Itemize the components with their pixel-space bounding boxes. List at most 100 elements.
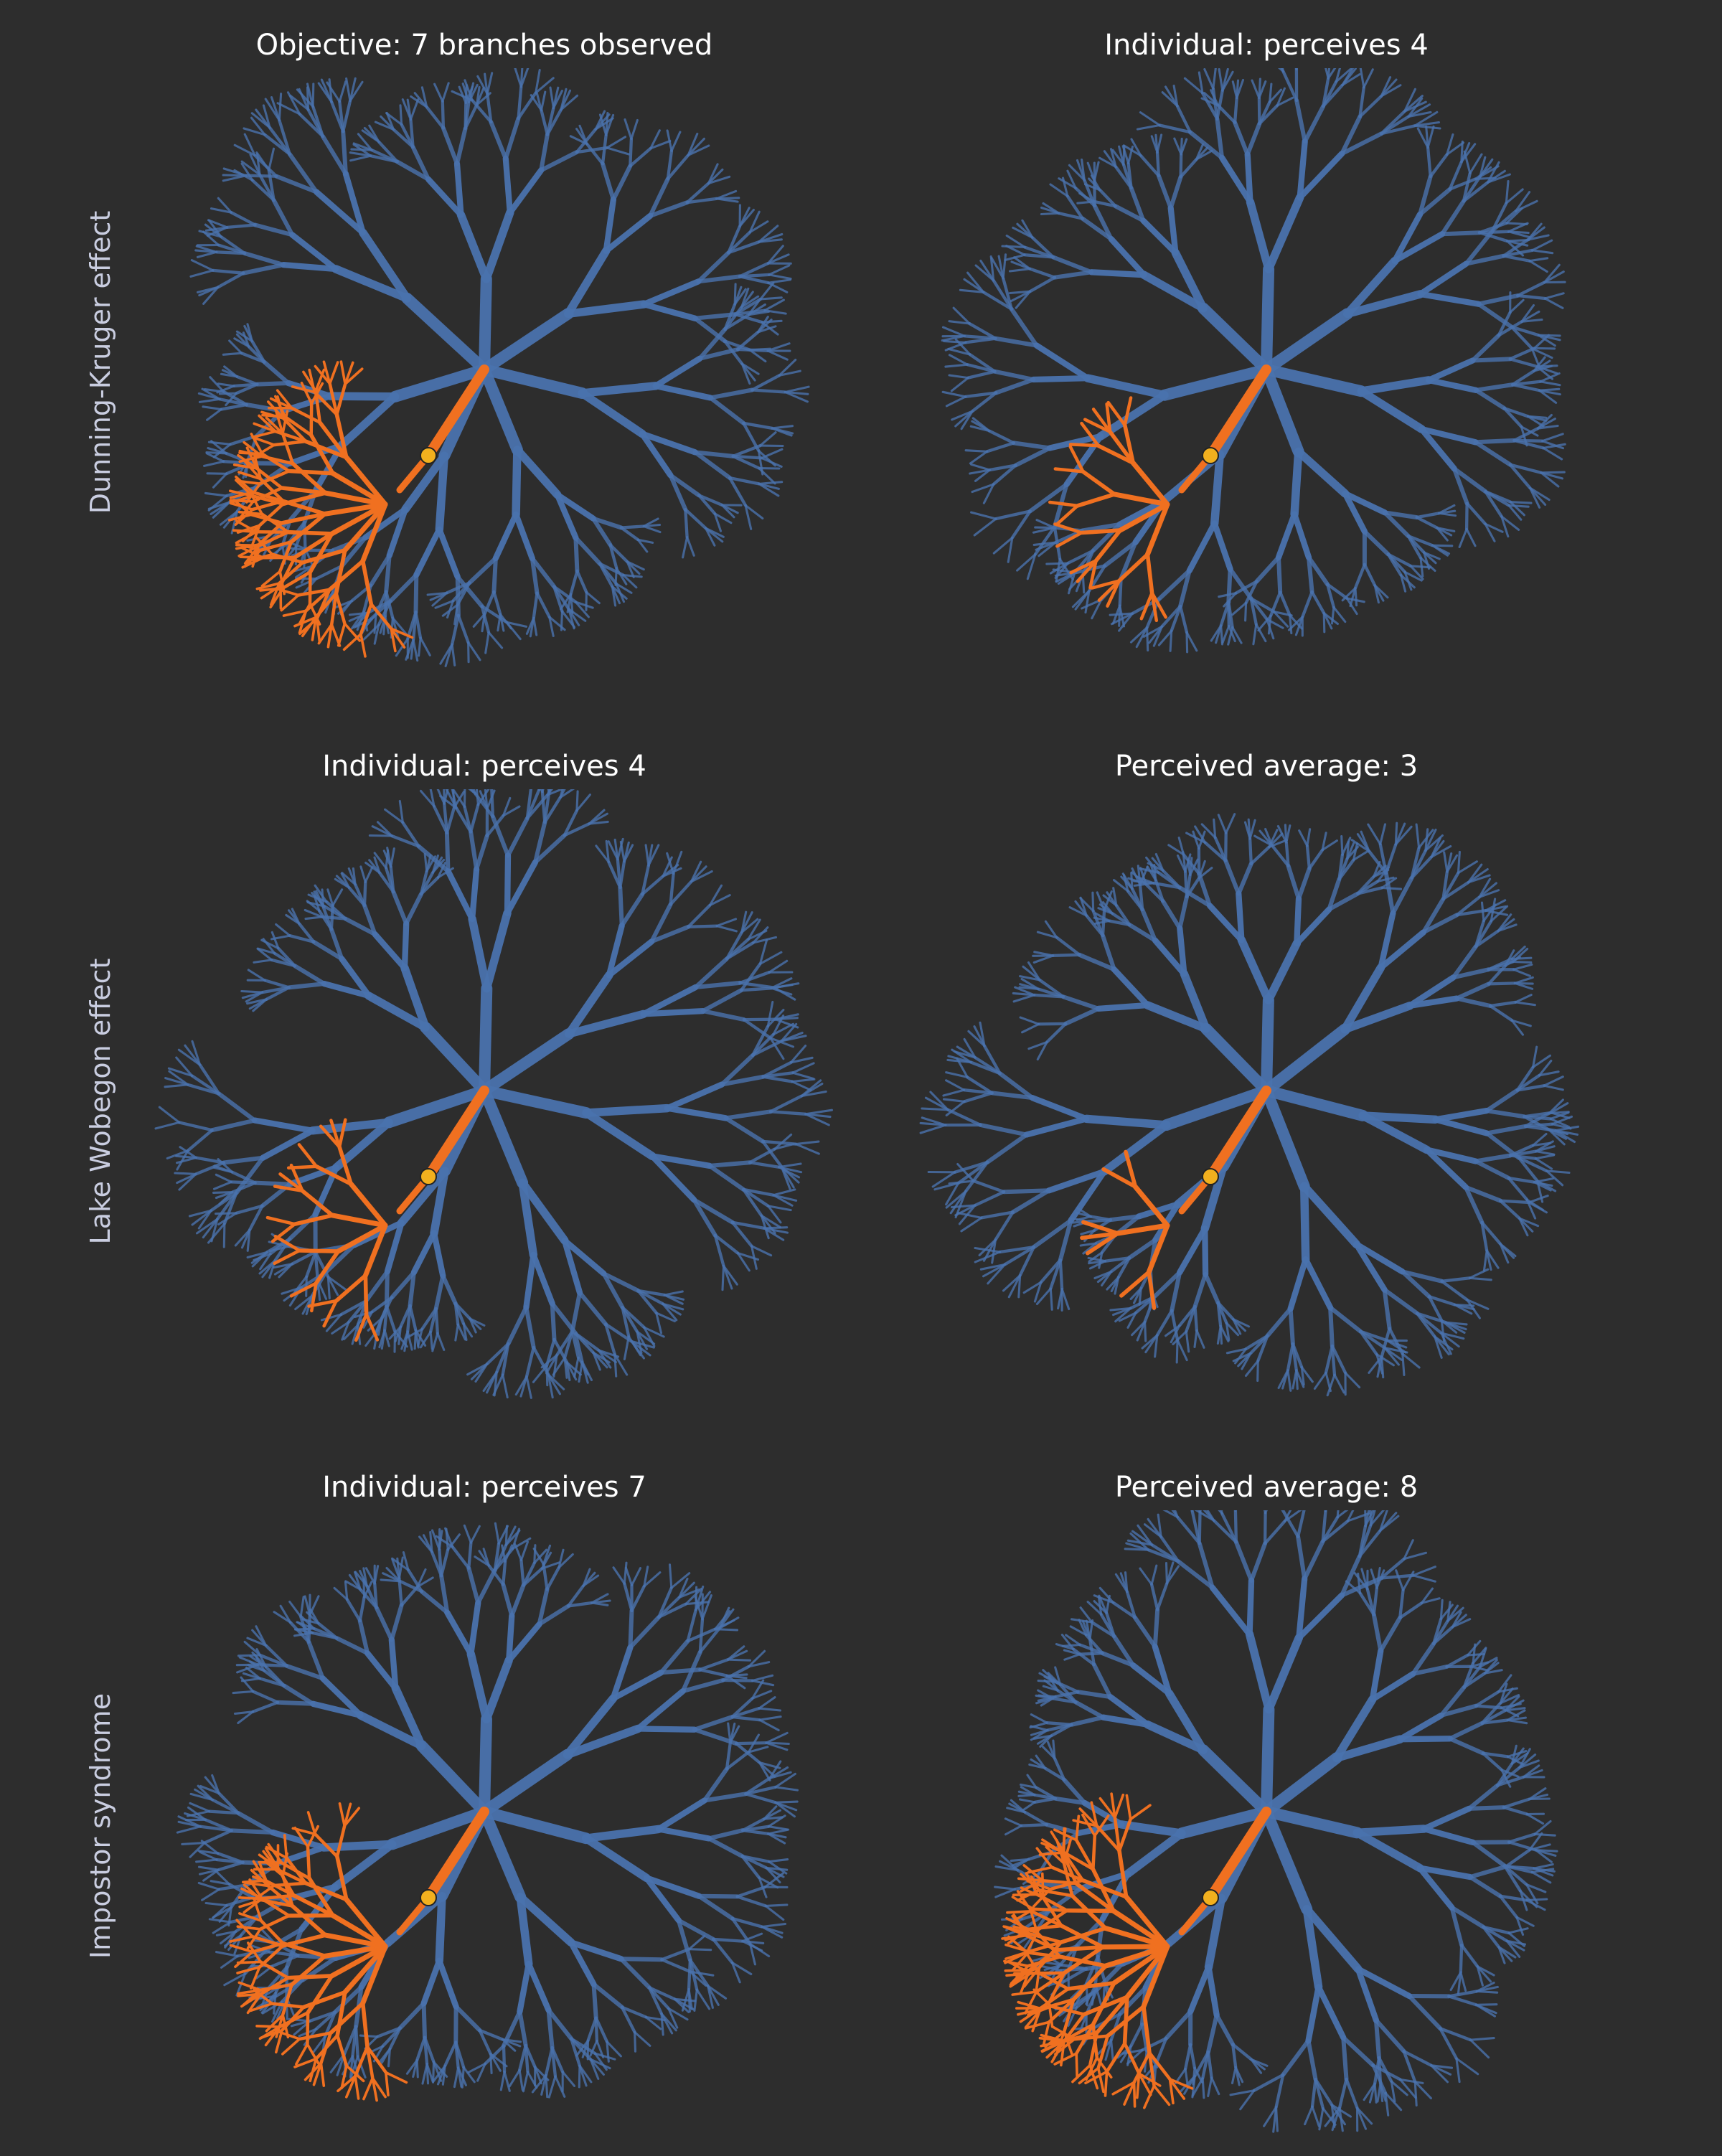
observer-marker <box>420 1169 436 1185</box>
tree-branch <box>1233 603 1246 614</box>
tree-branch <box>1005 1819 1021 1826</box>
tree-branch <box>1288 1370 1291 1390</box>
tree-branch <box>519 2071 522 2090</box>
tree-branch <box>575 537 600 563</box>
tree-branch <box>1476 390 1505 408</box>
tree-branch <box>1544 1086 1563 1090</box>
tree-branch <box>1246 1361 1258 1376</box>
row-label-impostor: Impostor syndrome <box>79 1611 122 2041</box>
tree-branch <box>1357 1829 1424 1832</box>
tree-branch <box>630 139 631 166</box>
tree-branch <box>487 73 492 94</box>
tree-branch <box>662 1949 689 1960</box>
panel-title: Individual: perceives 7 <box>126 1467 843 1507</box>
tree-branch <box>414 1233 434 1273</box>
tree-branch <box>1186 1332 1188 1352</box>
tree-branch <box>366 1568 375 1583</box>
tree-branch <box>1343 2038 1346 2079</box>
tree-branch <box>1104 1125 1167 1172</box>
branch-tree-diagram <box>908 1510 1625 2156</box>
tree-branch <box>1225 861 1238 894</box>
tree-branch <box>1078 1692 1111 1697</box>
tree-branch <box>713 1939 743 1941</box>
tree-branch <box>582 393 642 434</box>
tree-branch <box>375 934 405 968</box>
tree-branch <box>1025 1812 1047 1825</box>
tree-branch <box>586 1108 667 1114</box>
tree-branch <box>771 988 791 994</box>
tree-branch <box>723 1266 724 1289</box>
tree-branch <box>1457 2058 1459 2082</box>
tree-branch <box>391 849 395 867</box>
tree-branch <box>258 383 289 385</box>
highlight-branch <box>355 2076 359 2099</box>
tree-branch <box>659 1829 709 1838</box>
tree-branch <box>402 1587 418 1606</box>
tree-branch <box>948 1110 980 1125</box>
tree-branch <box>1514 964 1532 969</box>
highlight-branch <box>363 2003 367 2047</box>
tree-branch <box>254 960 272 963</box>
tree-branch <box>793 1063 814 1073</box>
tree-branch <box>1446 1655 1467 1667</box>
tree-branch <box>793 1073 813 1078</box>
tree-branch <box>613 166 630 199</box>
tree-branch <box>366 1271 387 1301</box>
tree-branch <box>527 1347 534 1377</box>
tree-branch <box>697 1990 709 2009</box>
tree-branch <box>664 1291 682 1295</box>
highlight-branch <box>1098 2068 1104 2092</box>
tree-branch <box>245 253 283 265</box>
tree-branch <box>1157 1311 1172 1335</box>
tree-branch <box>1154 865 1156 880</box>
tree-branch <box>1506 182 1508 204</box>
tree-branch <box>624 1563 626 1583</box>
tree-branch <box>1459 529 1467 547</box>
tree-branch <box>769 265 789 275</box>
tree-branch <box>471 805 478 832</box>
panel-is-individual: Individual: perceives 7 <box>126 1467 843 2156</box>
tree-branch <box>469 558 496 583</box>
tree-branch <box>1269 1638 1299 1710</box>
tree-branch <box>1512 385 1539 390</box>
tree-branch <box>1378 2084 1380 2101</box>
tree-branch <box>766 1733 787 1743</box>
tree-branch <box>1471 2040 1489 2057</box>
tree-branch <box>443 1276 456 1304</box>
tree-branch <box>1180 897 1187 928</box>
tree-branch <box>769 961 787 972</box>
tree-branch <box>1506 1867 1534 1869</box>
tree-branch <box>974 519 996 535</box>
tree-branch <box>306 917 322 919</box>
tree-branch <box>761 298 781 299</box>
tree-branch <box>1380 824 1385 844</box>
tree-branch <box>946 397 965 406</box>
tree-branch <box>1014 443 1050 448</box>
tree-branch <box>683 537 687 557</box>
tree-branch <box>771 1111 806 1114</box>
tree-branch <box>472 919 486 989</box>
tree-branch <box>995 1887 1015 1889</box>
tree-branch <box>1304 1542 1322 1579</box>
tree-branch <box>1421 264 1467 294</box>
tree-branch <box>1215 524 1231 570</box>
tree-branch <box>472 870 476 919</box>
tree-branch <box>486 913 507 989</box>
highlight-branch <box>386 2073 388 2096</box>
tree-branch <box>1400 1738 1450 1739</box>
tree-branch <box>387 1307 395 1332</box>
tree-branch <box>1091 272 1144 275</box>
tree-branch <box>752 390 785 392</box>
tree-branch <box>202 1889 220 1900</box>
tree-branch <box>1306 1259 1330 1307</box>
row-label-lake-wobegon: Lake Wobegon effect <box>79 886 122 1317</box>
highlight-branch <box>288 1976 331 1978</box>
tree-branch <box>672 132 680 151</box>
tree-branch <box>1515 995 1531 1002</box>
tree-branch <box>214 1192 233 1193</box>
tree-branch <box>1309 1987 1319 2040</box>
tree-branch <box>738 332 758 349</box>
tree-branch <box>1382 888 1401 889</box>
tree-branch <box>632 1586 644 1611</box>
tree-branch <box>219 1094 255 1121</box>
